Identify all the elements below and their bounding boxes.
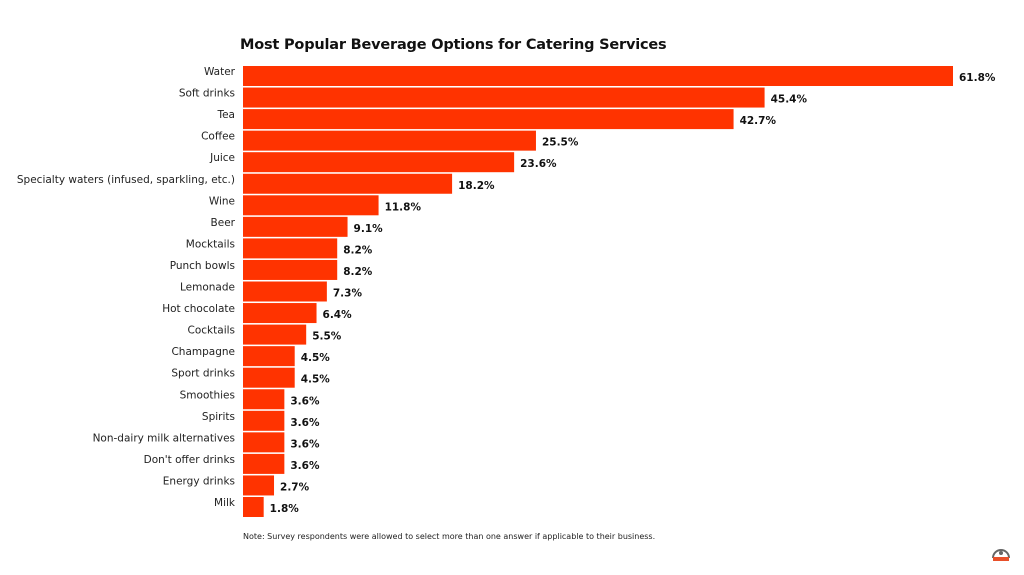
data-label: 3.6% <box>290 395 320 407</box>
data-label: 45.4% <box>771 94 808 106</box>
bar-chart: Water 61.8% Soft drinks 45.4% Tea 42.7% Coffee… <box>17 66 996 517</box>
bar <box>243 130 536 151</box>
data-label: 25.5% <box>542 137 579 149</box>
bar <box>243 259 338 280</box>
category-label: Mocktails <box>186 238 235 250</box>
category-label: Sport drinks <box>171 368 235 380</box>
category-label: Wine <box>209 195 235 207</box>
category-label: Hot chocolate <box>162 303 235 315</box>
bar <box>243 173 453 194</box>
bar <box>243 238 338 259</box>
bar <box>243 432 285 453</box>
category-label: Non-dairy milk alternatives <box>93 432 235 444</box>
data-label: 4.5% <box>301 352 331 364</box>
data-label: 61.8% <box>959 72 996 84</box>
data-label: 6.4% <box>323 309 353 321</box>
bar <box>243 216 348 237</box>
category-label: Lemonade <box>180 282 235 294</box>
brand-logo-icon <box>992 549 1010 561</box>
bar <box>243 324 307 345</box>
bar <box>243 152 515 173</box>
bar <box>243 87 765 108</box>
bar <box>243 453 285 474</box>
data-label: 23.6% <box>520 158 557 170</box>
data-label: 3.6% <box>290 417 320 429</box>
data-label: 42.7% <box>740 115 777 127</box>
category-label: Energy drinks <box>163 475 235 487</box>
category-label: Specialty waters (infused, sparkling, et… <box>17 174 235 186</box>
data-label: 7.3% <box>333 288 363 300</box>
category-label: Tea <box>216 109 235 121</box>
category-label: Juice <box>209 152 235 164</box>
data-label: 9.1% <box>354 223 384 235</box>
footnote: Note: Survey respondents were allowed to… <box>243 532 656 541</box>
data-label: 3.6% <box>290 460 320 472</box>
category-label: Smoothies <box>180 389 235 401</box>
bar <box>243 410 285 431</box>
category-label: Punch bowls <box>170 260 235 272</box>
category-label: Cocktails <box>188 325 235 337</box>
data-label: 4.5% <box>301 374 331 386</box>
bar <box>243 109 734 130</box>
bar <box>243 497 264 517</box>
category-label: Milk <box>214 497 236 509</box>
bar <box>243 475 275 496</box>
data-label: 8.2% <box>343 244 373 256</box>
data-label: 8.2% <box>343 266 373 278</box>
bar <box>243 303 317 324</box>
category-label: Champagne <box>171 346 235 358</box>
category-label: Coffee <box>201 131 235 143</box>
bar <box>243 281 327 302</box>
data-label: 1.8% <box>270 503 300 515</box>
bar <box>243 389 285 410</box>
data-label: 2.7% <box>280 481 310 493</box>
data-label: 3.6% <box>290 438 320 450</box>
category-label: Water <box>204 66 236 78</box>
category-label: Soft drinks <box>179 88 235 100</box>
chart-title: Most Popular Beverage Options for Cateri… <box>240 37 667 53</box>
data-label: 5.5% <box>312 331 342 343</box>
category-label: Spirits <box>202 411 235 423</box>
category-label: Don't offer drinks <box>144 454 235 466</box>
bar <box>243 195 379 216</box>
bar <box>243 66 953 86</box>
category-label: Beer <box>211 217 236 229</box>
bar <box>243 346 295 367</box>
data-label: 18.2% <box>458 180 495 192</box>
data-label: 11.8% <box>385 201 422 213</box>
bar <box>243 367 295 388</box>
